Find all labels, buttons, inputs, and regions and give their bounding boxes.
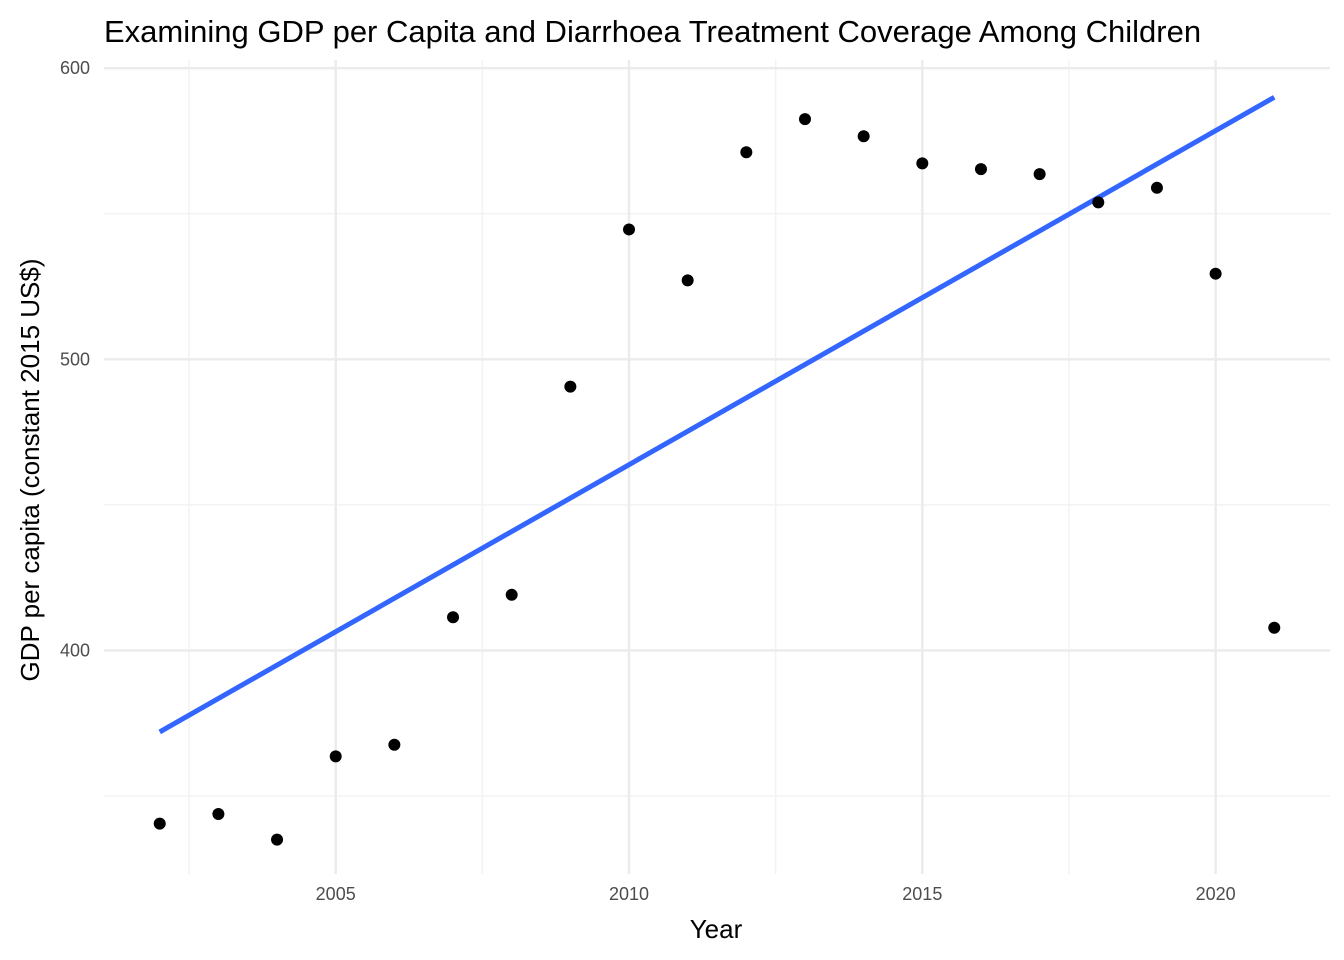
grid [104,60,1330,874]
data-point [1150,181,1163,194]
tick-labels: 2005 2010 2015 2020 400 500 600 [60,58,1236,904]
y-tick-label: 500 [60,349,90,369]
y-tick-label: 400 [60,640,90,660]
data-point [1092,196,1105,209]
data-point [974,163,987,176]
x-tick-label: 2015 [902,884,942,904]
x-tick-label: 2010 [609,884,649,904]
points-layer [153,113,1281,846]
data-point [798,113,811,126]
y-tick-label: 600 [60,58,90,78]
data-point [857,130,870,143]
chart-title: Examining GDP per Capita and Diarrhoea T… [104,14,1201,49]
data-point [1268,621,1281,634]
data-point [916,157,929,170]
x-tick-label: 2020 [1196,884,1236,904]
trend-line-layer [158,95,1276,735]
data-point [153,817,166,830]
data-point [212,808,225,821]
data-point [505,588,518,601]
x-tick-label: 2005 [316,884,356,904]
data-point [388,738,401,751]
data-point [329,750,342,763]
data-point [623,223,636,236]
trend-line [158,95,1276,735]
x-axis-title: Year [690,914,743,944]
data-point [681,274,694,287]
data-point [271,833,284,846]
data-point [564,380,577,393]
y-axis-title: GDP per capita (constant 2015 US$) [15,259,45,682]
data-point [1033,168,1046,181]
data-point [740,146,753,159]
data-point [1209,267,1222,280]
data-point [447,611,460,624]
